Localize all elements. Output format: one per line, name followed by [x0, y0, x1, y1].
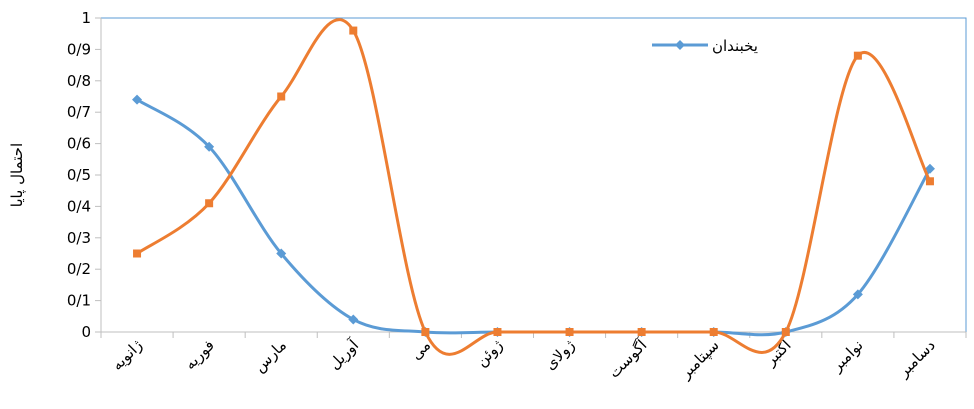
- y-tick-label: 0/1: [67, 292, 91, 310]
- data-point: [421, 328, 430, 336]
- series-layer: [132, 18, 935, 356]
- y-tick-label: 0/8: [67, 72, 91, 90]
- data-point: [204, 141, 215, 152]
- y-tick-label: 0/3: [67, 229, 91, 247]
- data-point: [133, 249, 142, 258]
- y-tick-label: 0/6: [67, 135, 91, 153]
- data-point: [853, 51, 862, 60]
- data-point: [709, 328, 718, 336]
- data-point: [132, 94, 143, 105]
- data-point: [493, 328, 502, 336]
- y-tick-label: 1: [81, 9, 91, 27]
- x-tick-label: آگوست: [605, 336, 651, 382]
- legend-marker: [675, 40, 685, 50]
- data-point: [565, 328, 574, 336]
- x-tick-label: مارس: [250, 336, 290, 376]
- data-point: [925, 177, 934, 186]
- y-axis: 0 0/1 0/2 0/3 0/4 0/5 0/6 0/7 0/8 0/9 1: [67, 9, 102, 341]
- y-tick-label: 0/7: [67, 103, 91, 121]
- y-tick-label: 0/4: [67, 197, 91, 215]
- data-point: [637, 328, 646, 336]
- data-point: [205, 199, 214, 208]
- legend-label: یخبندان: [712, 37, 758, 55]
- data-point: [348, 314, 359, 325]
- x-tick-label: سپتامبر: [676, 336, 723, 383]
- x-tick-label: دسامبر: [894, 336, 939, 381]
- x-tick-label: ژانویه: [108, 336, 146, 374]
- x-axis: ژانویه فوریه مارس آوریل می ژوئن ژولای آگوست سپتا…: [100, 331, 967, 383]
- legend: یخبندان: [652, 37, 758, 55]
- data-point: [276, 248, 287, 259]
- data-point: [781, 328, 790, 336]
- y-tick-label: 0/9: [67, 40, 91, 58]
- x-tick-label: فوریه: [181, 336, 218, 373]
- x-tick-label: ژولای: [541, 336, 578, 373]
- y-tick-label: 0/5: [67, 166, 91, 184]
- data-point: [349, 26, 358, 35]
- x-tick-label: نوامبر: [827, 336, 867, 376]
- data-point: [852, 289, 863, 300]
- y-axis-title: احتمال پایا: [8, 143, 27, 207]
- data-point: [277, 92, 286, 101]
- data-point: [924, 163, 935, 174]
- y-tick-label: 0: [81, 323, 91, 341]
- series-2: [133, 18, 934, 356]
- y-tick-label: 0/2: [67, 260, 91, 278]
- x-tick-label: آوریل: [325, 336, 362, 373]
- plot-area: [100, 17, 967, 333]
